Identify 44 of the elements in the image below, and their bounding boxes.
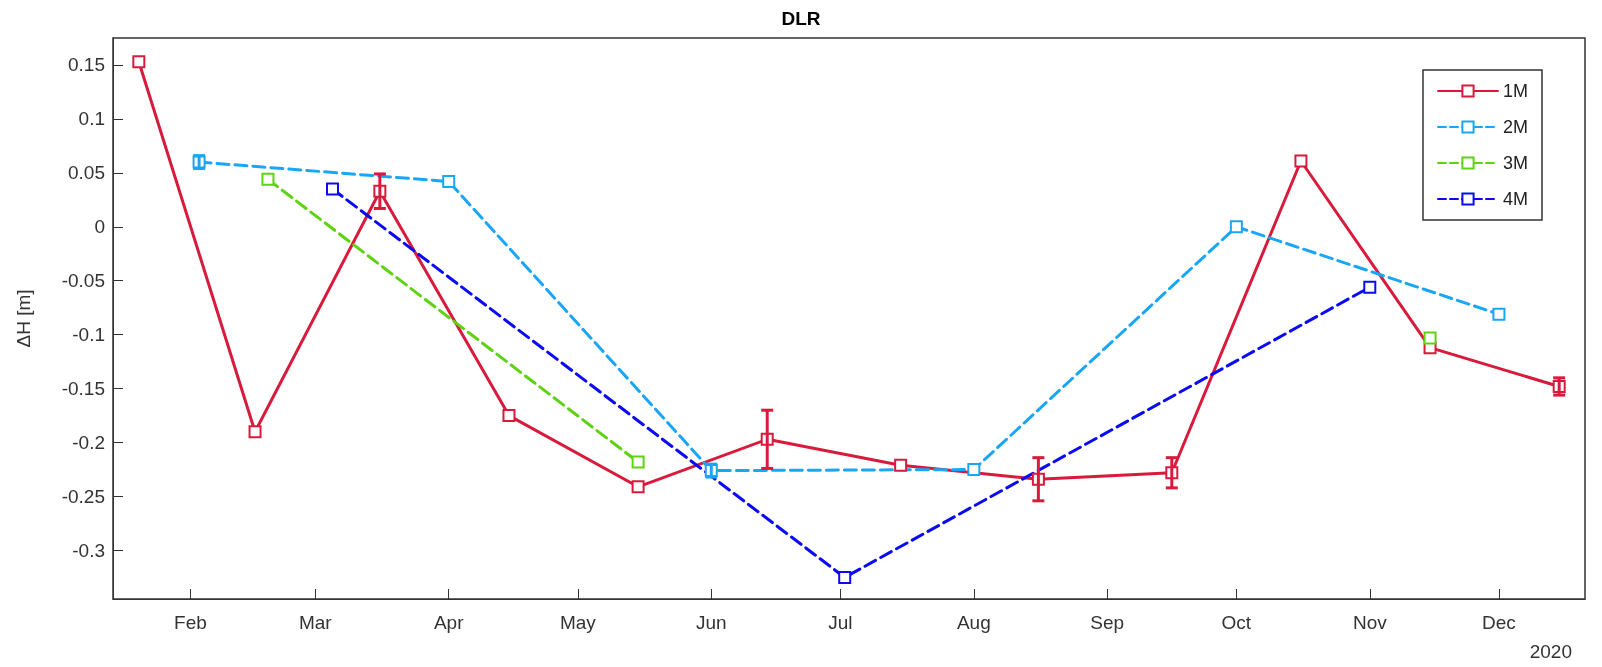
x-tick-label: Jul <box>828 612 853 633</box>
point <box>132 55 146 69</box>
x-tick-label: Jun <box>695 612 727 633</box>
point <box>1229 220 1243 234</box>
y-tick-label: 0 <box>94 216 105 238</box>
x-tick-label: Dec <box>1482 612 1516 633</box>
point <box>838 570 852 584</box>
chart-title: DLR <box>781 8 821 29</box>
point <box>1423 331 1437 345</box>
x-tick-label: Nov <box>1352 612 1388 633</box>
point <box>248 425 262 439</box>
legend-label: 3M <box>1503 153 1529 173</box>
x-tick-label: Apr <box>433 612 465 633</box>
point <box>631 480 645 494</box>
y-tick-label: 0.15 <box>68 54 105 76</box>
y-tick-label: -0.15 <box>61 378 105 400</box>
legend-label: 4M <box>1503 189 1529 209</box>
point <box>1363 280 1377 294</box>
point <box>967 463 981 477</box>
text: 2020 <box>1529 641 1573 662</box>
point <box>502 409 516 423</box>
y-tick-label: -0.2 <box>72 432 105 454</box>
point <box>442 174 456 188</box>
x-tick-label: Mar <box>298 612 333 633</box>
point <box>1492 307 1506 321</box>
y-axis-title: ΔH [m] <box>13 289 34 348</box>
y-tick-label: 0.1 <box>78 108 105 130</box>
y-tick-label: -0.25 <box>61 486 105 508</box>
y-tick-label: 0.05 <box>68 162 105 184</box>
point <box>326 182 340 196</box>
y-tick-label: -0.05 <box>61 270 105 292</box>
x-tick-label: Oct <box>1221 612 1252 633</box>
y-tick-label: -0.1 <box>72 324 105 346</box>
point <box>631 455 645 469</box>
point <box>1294 154 1308 168</box>
legend-label: 1M <box>1503 81 1529 101</box>
point <box>894 458 908 472</box>
x-tick-label: May <box>559 612 597 633</box>
x-tick-label: Aug <box>956 612 991 633</box>
y-tick-label: -0.3 <box>72 539 105 561</box>
point <box>261 172 275 186</box>
legend-label: 2M <box>1503 117 1529 137</box>
x-tick-label: Feb <box>174 612 207 633</box>
x-tick-label: Sep <box>1090 612 1125 633</box>
